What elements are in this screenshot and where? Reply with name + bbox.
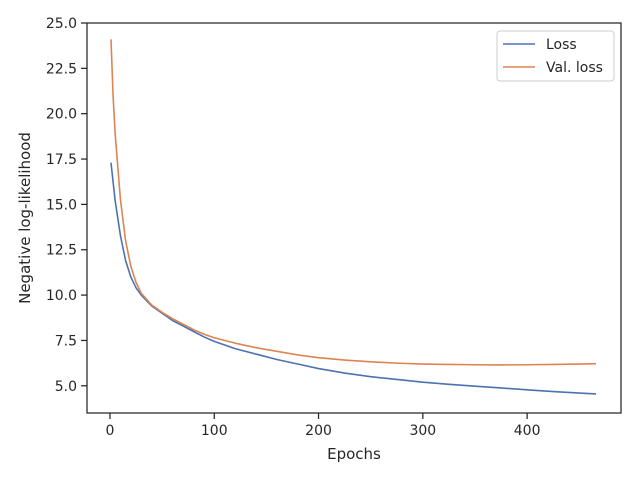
lines-layer [110,39,597,395]
x-tick-label: 100 [201,423,228,439]
x-tick-label: 400 [514,423,541,439]
plot-frame [86,22,622,414]
y-tick-label: 22.5 [46,61,77,77]
y-tick-label: 10.0 [46,288,77,304]
x-tick-label: 0 [105,423,114,439]
y-tick-label: 25.0 [46,16,77,32]
legend-label-val-loss: Val. loss [546,60,603,76]
y-tick-label: 12.5 [46,243,77,259]
y-tick-label: 7.5 [55,333,77,349]
y-tick-label: 15.0 [46,197,77,213]
x-tick-label: 200 [305,423,332,439]
y-tick-label: 17.5 [46,152,77,168]
legend-label-loss: Loss [546,37,577,53]
x-axis-label: Epochs [327,445,381,463]
legend: Loss Val. loss [496,30,615,82]
y-tick-label: 5.0 [55,379,77,395]
y-axis-label: Negative log-likelihood [16,132,34,304]
series-line-1 [110,39,596,366]
x-tick-label: 300 [409,423,436,439]
series-line-0 [110,162,597,395]
ticks-layer: 0 100 200 300 400 5.0 7.5 10.0 12.5 15.0 17.5 20.0 2… [46,16,541,439]
y-tick-label: 20.0 [46,107,77,123]
